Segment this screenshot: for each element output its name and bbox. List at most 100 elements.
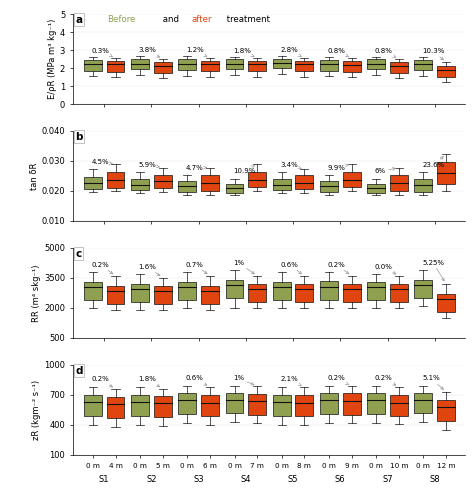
Bar [248, 394, 266, 415]
Text: S5: S5 [288, 475, 298, 483]
Bar [390, 62, 408, 73]
Bar [131, 179, 149, 190]
Bar [107, 397, 125, 418]
Text: 0.2%: 0.2% [328, 262, 349, 274]
Bar [295, 395, 313, 416]
Bar [295, 61, 313, 71]
Bar [248, 284, 266, 302]
Text: 6%: 6% [375, 167, 395, 174]
Bar [248, 172, 266, 187]
Text: and: and [160, 16, 182, 25]
Text: 1.8%: 1.8% [139, 376, 160, 387]
Bar [273, 282, 291, 300]
Text: 2.1%: 2.1% [280, 376, 301, 385]
Text: 1%: 1% [233, 375, 254, 385]
Bar [367, 59, 385, 69]
Y-axis label: RR (m⁴ skg⁻¹): RR (m⁴ skg⁻¹) [32, 264, 41, 322]
Bar [178, 393, 196, 414]
Y-axis label: E/ρR (MPa m³ kg⁻¹): E/ρR (MPa m³ kg⁻¹) [48, 19, 57, 99]
Bar [273, 179, 291, 190]
Bar [343, 172, 361, 187]
Bar [295, 175, 313, 189]
Bar [154, 396, 172, 417]
Text: 0.8%: 0.8% [375, 48, 396, 57]
Bar [248, 61, 266, 71]
Text: 9.9%: 9.9% [328, 164, 348, 171]
Text: 2.8%: 2.8% [280, 47, 301, 57]
Text: S6: S6 [335, 475, 346, 483]
Bar [178, 282, 196, 300]
Text: 1%: 1% [233, 260, 255, 274]
Text: 5.1%: 5.1% [422, 375, 444, 389]
Bar [154, 175, 172, 188]
Bar [390, 175, 408, 191]
Bar [201, 286, 219, 304]
Text: 1.8%: 1.8% [233, 48, 254, 57]
Text: 10.9%: 10.9% [233, 166, 255, 174]
Y-axis label: zR (kgm⁻² s⁻¹): zR (kgm⁻² s⁻¹) [32, 380, 41, 440]
Text: 4.7%: 4.7% [186, 165, 207, 171]
Bar [343, 61, 361, 72]
Bar [367, 184, 385, 193]
Text: 3.4%: 3.4% [280, 162, 301, 169]
Text: 1.2%: 1.2% [186, 47, 207, 57]
Text: 0.0%: 0.0% [375, 264, 396, 274]
Text: 10.3%: 10.3% [422, 48, 445, 60]
Bar [226, 280, 244, 298]
Bar [273, 59, 291, 68]
Bar [367, 393, 385, 414]
Text: 5.25%: 5.25% [422, 260, 444, 281]
Bar [226, 184, 244, 193]
Text: S3: S3 [193, 475, 204, 483]
Bar [437, 162, 455, 184]
Text: 4.5%: 4.5% [91, 159, 112, 165]
Bar [320, 181, 338, 191]
Bar [84, 176, 102, 189]
Text: S2: S2 [146, 475, 156, 483]
Bar [201, 395, 219, 416]
Text: 23.6%: 23.6% [422, 157, 444, 168]
Text: after: after [191, 16, 211, 25]
Bar [107, 61, 125, 72]
Bar [320, 60, 338, 71]
Text: a: a [75, 15, 82, 25]
Text: b: b [75, 132, 83, 142]
Bar [343, 284, 361, 302]
Bar [437, 294, 455, 312]
Text: 0.2%: 0.2% [91, 376, 112, 387]
Bar [154, 62, 172, 73]
Bar [414, 280, 432, 298]
Text: S8: S8 [429, 475, 440, 483]
Bar [178, 59, 196, 70]
Bar [390, 284, 408, 302]
Bar [414, 393, 432, 413]
Bar [390, 395, 408, 416]
Text: c: c [75, 249, 82, 259]
Bar [367, 282, 385, 300]
Y-axis label: tan δR: tan δR [29, 162, 38, 190]
Bar [414, 60, 432, 70]
Bar [84, 395, 102, 416]
Bar [84, 60, 102, 71]
Text: 0.8%: 0.8% [328, 48, 348, 57]
Text: 0.7%: 0.7% [186, 262, 207, 274]
Text: 0.6%: 0.6% [280, 262, 301, 274]
Bar [131, 60, 149, 69]
Bar [131, 395, 149, 416]
Text: 1.6%: 1.6% [139, 264, 160, 276]
Text: 0.3%: 0.3% [91, 48, 112, 57]
Text: 0.2%: 0.2% [91, 262, 113, 274]
Text: 0.2%: 0.2% [375, 375, 396, 385]
Bar [131, 284, 149, 302]
Text: Before: Before [107, 16, 135, 25]
Text: S7: S7 [382, 475, 393, 483]
Bar [273, 395, 291, 416]
Bar [226, 59, 244, 69]
Bar [178, 181, 196, 191]
Bar [154, 286, 172, 304]
Bar [343, 393, 361, 415]
Bar [295, 284, 313, 302]
Text: treatment: treatment [224, 16, 270, 25]
Bar [414, 179, 432, 191]
Text: 0.2%: 0.2% [328, 375, 348, 385]
